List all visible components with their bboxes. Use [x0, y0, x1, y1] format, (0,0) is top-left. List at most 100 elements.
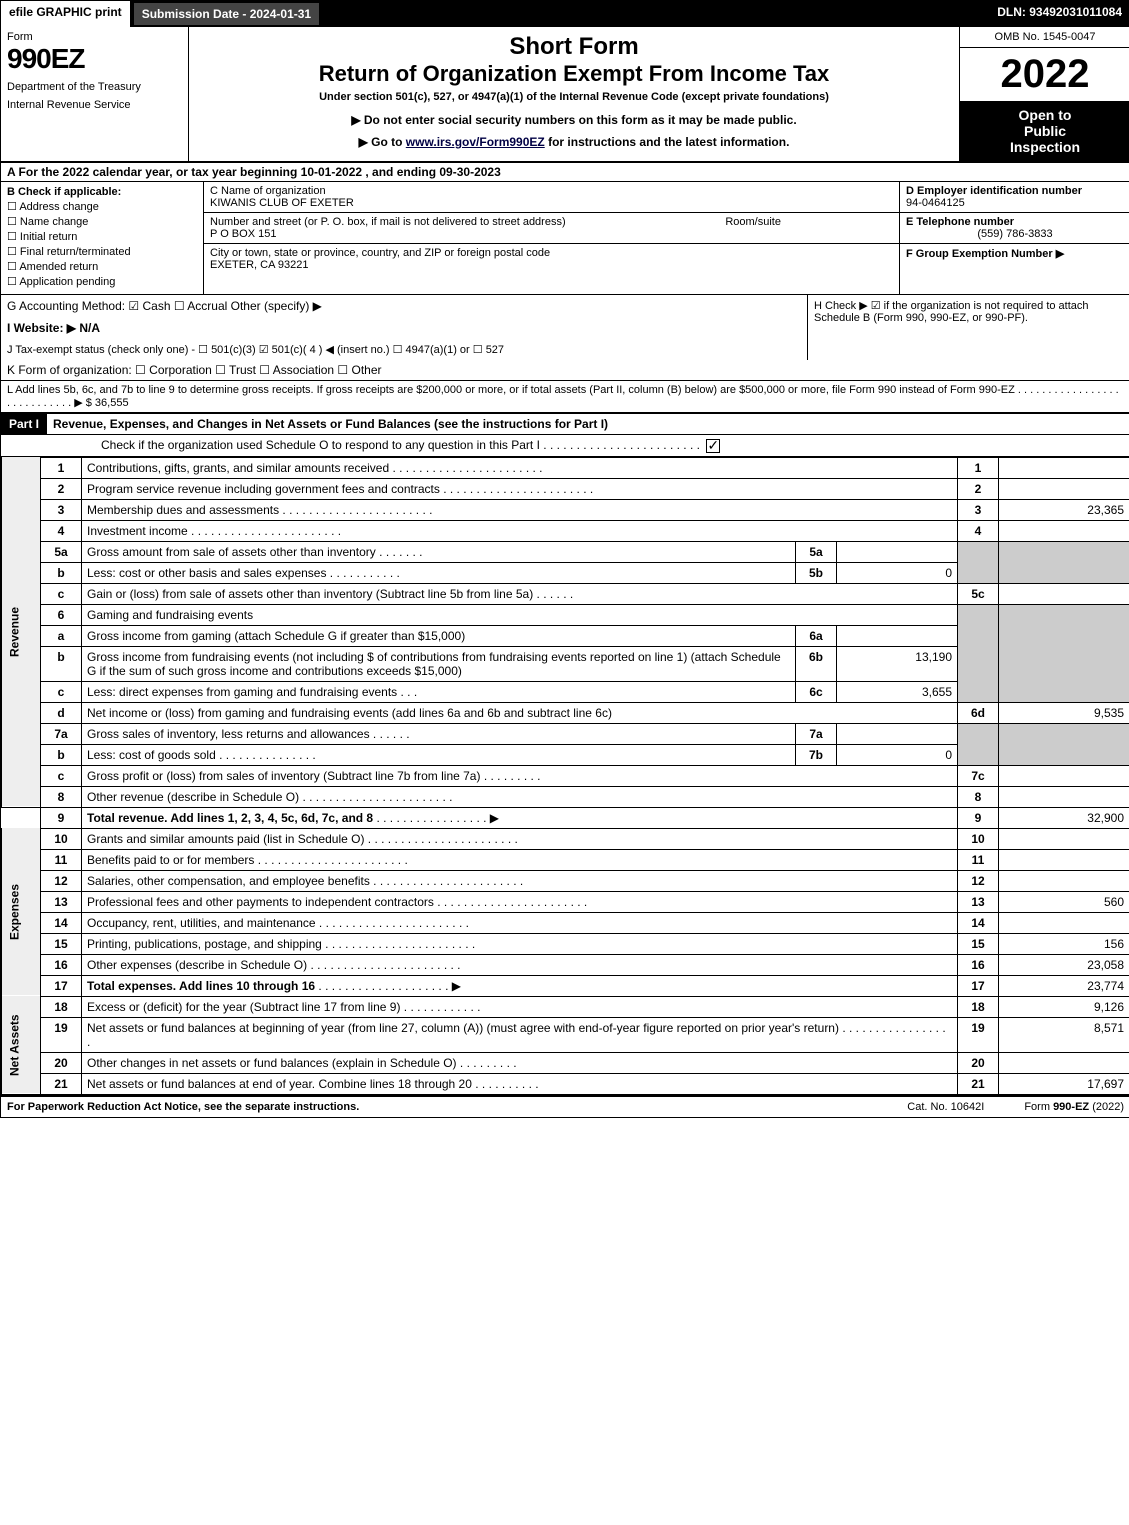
line-5c: Gain or (loss) from sale of assets other…	[82, 583, 958, 604]
chk-amended[interactable]: ☐ Amended return	[7, 260, 197, 273]
line-8: Other revenue (describe in Schedule O)	[82, 786, 958, 807]
goto-post: for instructions and the latest informat…	[545, 135, 790, 149]
line-4: Investment income	[82, 520, 958, 541]
val-19: 8,571	[999, 1017, 1129, 1052]
efile-label: efile GRAPHIC print	[1, 1, 132, 27]
val-21: 17,697	[999, 1073, 1129, 1094]
top-header: efile GRAPHIC print Submission Date - 20…	[1, 1, 1129, 27]
line-1: Contributions, gifts, grants, and simila…	[82, 457, 958, 478]
city-value: EXETER, CA 93221	[210, 259, 308, 271]
right-header: OMB No. 1545-0047 2022 Open to Public In…	[960, 27, 1129, 161]
section-e: E Telephone number(559) 786-3833	[900, 213, 1129, 244]
side-netassets: Net Assets	[2, 996, 41, 1094]
goto-pre: ▶ Go to	[359, 135, 406, 149]
tax-year: 2022	[960, 48, 1129, 101]
part1-checkbox[interactable]	[706, 439, 720, 453]
form-footer: Form 990-EZ (2022)	[1024, 1101, 1124, 1113]
chk-pending[interactable]: ☐ Application pending	[7, 275, 197, 288]
line-7b: Less: cost of goods sold . . . . . . . .…	[82, 744, 796, 765]
section-g: G Accounting Method: ☑ Cash ☐ Accrual Ot…	[1, 295, 807, 317]
side-revenue: Revenue	[2, 457, 41, 807]
cat-number: Cat. No. 10642I	[907, 1101, 984, 1113]
line-10: Grants and similar amounts paid (list in…	[82, 828, 958, 849]
line-18: Excess or (deficit) for the year (Subtra…	[82, 996, 958, 1017]
page-footer: For Paperwork Reduction Act Notice, see …	[1, 1095, 1129, 1117]
omb-number: OMB No. 1545-0047	[960, 27, 1129, 48]
chk-final[interactable]: ☐ Final return/terminated	[7, 245, 197, 258]
gh-left: G Accounting Method: ☑ Cash ☐ Accrual Ot…	[1, 295, 807, 360]
irs-label: Internal Revenue Service	[7, 99, 182, 111]
form-number: 990EZ	[7, 43, 182, 75]
form-id-block: Form 990EZ Department of the Treasury In…	[1, 27, 189, 161]
phone: (559) 786-3833	[906, 228, 1124, 240]
ln-1: 1	[41, 457, 82, 478]
val-6b: 13,190	[837, 646, 958, 681]
line-21: Net assets or fund balances at end of ye…	[82, 1073, 958, 1094]
line-11: Benefits paid to or for members	[82, 849, 958, 870]
line-5b: Less: cost or other basis and sales expe…	[82, 562, 796, 583]
submission-date: Submission Date - 2024-01-31	[132, 1, 321, 27]
form-page: efile GRAPHIC print Submission Date - 20…	[0, 0, 1129, 1118]
return-title: Return of Organization Exempt From Incom…	[197, 61, 951, 87]
ein: 94-0464125	[906, 197, 965, 209]
line-6b: Gross income from fundraising events (no…	[82, 646, 796, 681]
val-18: 9,126	[999, 996, 1129, 1017]
section-b: B Check if applicable: ☐ Address change …	[1, 182, 204, 294]
room-label: Room/suite	[725, 216, 781, 228]
c-label: C Name of organization	[210, 185, 326, 197]
section-def: D Employer identification number94-04641…	[899, 182, 1129, 294]
b-label: B Check if applicable:	[7, 186, 121, 198]
org-name: KIWANIS CLUB OF EXETER	[210, 197, 354, 209]
chk-initial[interactable]: ☐ Initial return	[7, 230, 197, 243]
val-15: 156	[999, 933, 1129, 954]
val-17: 23,774	[999, 975, 1129, 996]
line-7a: Gross sales of inventory, less returns a…	[82, 723, 796, 744]
ssn-warning: ▶ Do not enter social security numbers o…	[197, 113, 951, 127]
street-label: Number and street (or P. O. box, if mail…	[210, 216, 722, 228]
val-16: 23,058	[999, 954, 1129, 975]
badge-line2: Public	[1024, 123, 1066, 139]
line-6: Gaming and fundraising events	[82, 604, 958, 625]
side-expenses: Expenses	[2, 828, 41, 996]
line-3: Membership dues and assessments	[82, 499, 958, 520]
section-b-block: B Check if applicable: ☐ Address change …	[1, 182, 1129, 295]
org-name-row: C Name of organization KIWANIS CLUB OF E…	[204, 182, 899, 213]
val-1	[999, 457, 1129, 478]
line-16: Other expenses (describe in Schedule O)	[82, 954, 958, 975]
section-f: F Group Exemption Number ▶	[900, 244, 1129, 263]
line-7c: Gross profit or (loss) from sales of inv…	[82, 765, 958, 786]
section-l: L Add lines 5b, 6c, and 7b to line 9 to …	[1, 381, 1129, 413]
line-5a: Gross amount from sale of assets other t…	[82, 541, 796, 562]
goto-row: ▶ Go to www.irs.gov/Form990EZ for instru…	[197, 135, 951, 149]
dln-label: DLN: 93492031011084	[989, 1, 1129, 27]
chk-address[interactable]: ☐ Address change	[7, 200, 197, 213]
irs-link[interactable]: www.irs.gov/Form990EZ	[406, 135, 545, 149]
dept-label: Department of the Treasury	[7, 81, 182, 93]
form-word: Form	[7, 31, 182, 43]
line-6c: Less: direct expenses from gaming and fu…	[82, 681, 796, 702]
section-gh: G Accounting Method: ☑ Cash ☐ Accrual Ot…	[1, 295, 1129, 360]
section-d: D Employer identification number94-04641…	[900, 182, 1129, 213]
section-h: H Check ▶ ☑ if the organization is not r…	[807, 295, 1129, 360]
under-section: Under section 501(c), 527, or 4947(a)(1)…	[197, 91, 951, 103]
val-6c: 3,655	[837, 681, 958, 702]
line-15: Printing, publications, postage, and shi…	[82, 933, 958, 954]
inspection-badge: Open to Public Inspection	[960, 101, 1129, 161]
val-13: 560	[999, 891, 1129, 912]
short-form-title: Short Form	[197, 33, 951, 61]
lines-table: Revenue 1Contributions, gifts, grants, a…	[1, 457, 1129, 1095]
city-row: City or town, state or province, country…	[204, 244, 899, 274]
chk-name[interactable]: ☐ Name change	[7, 215, 197, 228]
section-a: A For the 2022 calendar year, or tax yea…	[1, 163, 1129, 182]
part1-check: Check if the organization used Schedule …	[1, 435, 1129, 457]
street-value: P O BOX 151	[210, 228, 276, 240]
line-14: Occupancy, rent, utilities, and maintena…	[82, 912, 958, 933]
section-j: J Tax-exempt status (check only one) - ☐…	[1, 339, 807, 360]
line-2: Program service revenue including govern…	[82, 478, 958, 499]
badge-line3: Inspection	[1010, 139, 1080, 155]
part1-header-row: Part I Revenue, Expenses, and Changes in…	[1, 413, 1129, 435]
line-17: Total expenses. Add lines 10 through 16 …	[82, 975, 958, 996]
paperwork-notice: For Paperwork Reduction Act Notice, see …	[7, 1101, 359, 1113]
title-block: Short Form Return of Organization Exempt…	[189, 27, 960, 161]
val-7b: 0	[837, 744, 958, 765]
